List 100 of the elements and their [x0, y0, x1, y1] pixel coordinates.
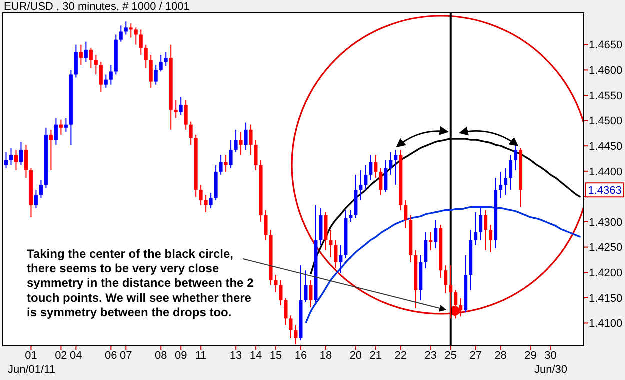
candlestick — [304, 270, 308, 303]
candlestick — [174, 100, 178, 119]
candlestick — [59, 119, 63, 136]
text: Jun/30 — [534, 364, 568, 376]
candlestick — [244, 122, 248, 151]
candlestick — [89, 47, 93, 69]
candlestick — [424, 232, 428, 270]
candlestick — [369, 154, 373, 181]
y-tick-label: 1.4200 — [589, 267, 623, 280]
candlestick — [514, 144, 518, 171]
candlestick — [509, 154, 513, 191]
candlestick — [449, 265, 453, 320]
candlestick — [249, 124, 253, 156]
x-tick-label: 30 — [544, 350, 557, 362]
candlestick — [239, 131, 243, 156]
candlestick — [229, 140, 233, 169]
candlestick — [119, 25, 123, 42]
y-tick-label: 1.4500 — [589, 116, 623, 128]
candlestick — [54, 118, 58, 146]
candlestick — [404, 200, 408, 229]
x-tick-label: 23 — [424, 350, 438, 362]
candlestick — [374, 154, 378, 178]
candlestick — [294, 324, 298, 345]
x-tick-label: 25 — [444, 350, 457, 362]
candlestick — [329, 230, 333, 258]
candlestick — [204, 194, 208, 213]
candlestick — [389, 152, 393, 176]
y-tick-label: 1.4400 — [589, 166, 623, 178]
candlestick — [504, 168, 508, 196]
candlestick — [19, 142, 23, 166]
x-tick-label: 13 — [230, 350, 242, 362]
x-tick-label: 16 — [294, 350, 308, 362]
y-tick-label: 1.4250 — [589, 242, 623, 254]
x-tick-label: 20 — [350, 350, 362, 362]
x-tick-label: 08 — [154, 350, 168, 362]
x-tick-label: 27 — [470, 350, 482, 362]
x-tick-label: 28 — [494, 350, 507, 362]
x-tick-label: 22 — [394, 350, 408, 362]
candlestick — [184, 100, 188, 130]
candlestick — [359, 170, 363, 201]
x-tick-label: 09 — [174, 350, 188, 362]
candlestick — [289, 315, 293, 339]
y-tick-label: 1.4150 — [589, 292, 623, 305]
candlestick — [349, 210, 353, 223]
candlestick — [144, 44, 148, 69]
candlestick — [444, 265, 448, 294]
candlestick — [309, 280, 313, 308]
candlestick — [139, 29, 143, 56]
candlestick — [179, 96, 183, 116]
chart-title: EUR/USD , 30 minutes, # 1000 / 1001 — [4, 1, 190, 13]
candlestick — [84, 41, 88, 63]
candlestick — [434, 219, 438, 249]
annotation: 1.4363 — [588, 184, 622, 197]
candlestick — [489, 224, 493, 253]
y-tick-label: 1.4450 — [589, 140, 623, 153]
y-tick-label: 1.4550 — [589, 90, 623, 102]
text: Jun/01/11 — [8, 364, 56, 376]
candlestick — [224, 154, 228, 172]
candlestick — [219, 154, 223, 176]
candlestick — [364, 164, 368, 191]
y-tick-label: 1.4300 — [589, 216, 623, 229]
x-tick-label: 01 — [25, 350, 38, 362]
candlestick — [499, 171, 503, 199]
candlestick — [64, 118, 68, 132]
candlestick — [74, 44, 78, 78]
x-tick-label: 06 — [105, 350, 118, 362]
candlestick — [99, 62, 103, 92]
candlestick — [124, 21, 128, 36]
candlestick — [109, 64, 113, 86]
candlestick — [34, 190, 38, 209]
candlestick — [274, 274, 278, 293]
candlestick — [9, 148, 13, 166]
candlestick — [459, 298, 463, 318]
x-tick-label: 18 — [320, 350, 332, 362]
candlestick — [24, 144, 28, 178]
x-tick-label: 29 — [524, 350, 537, 362]
candlestick — [479, 208, 483, 241]
candlestick — [159, 54, 163, 72]
candlestick — [79, 44, 83, 66]
candlestick — [339, 244, 343, 274]
x-tick-label: 04 — [70, 350, 82, 362]
candlestick — [264, 210, 268, 241]
x-tick-label: 21 — [370, 350, 382, 362]
candlestick — [384, 160, 388, 193]
candlestick — [209, 192, 213, 209]
candlestick — [134, 27, 138, 46]
line-series — [305, 206, 582, 324]
y-tick-label: 1.4100 — [589, 318, 623, 330]
y-tick-label: 1.4650 — [589, 40, 623, 52]
candlestick — [4, 152, 8, 169]
candlestick — [394, 150, 398, 186]
candlestick — [379, 168, 383, 196]
candlestick — [94, 54, 98, 76]
candlestick — [254, 140, 258, 171]
candlestick — [149, 54, 153, 88]
candlestick — [164, 51, 168, 67]
x-tick-label: 15 — [270, 350, 282, 362]
candlestick — [284, 298, 288, 326]
candlestick — [454, 290, 458, 320]
candlestick — [334, 240, 338, 270]
